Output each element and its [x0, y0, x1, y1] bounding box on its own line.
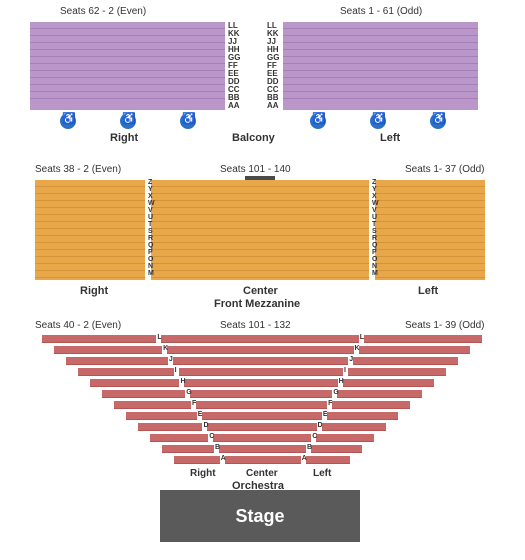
wheelchair-icon [370, 113, 386, 129]
mezz-left-seats: Seats 1- 37 (Odd) [405, 164, 484, 175]
wheelchair-icon [430, 113, 446, 129]
orch-left-seats: Seats 1- 39 (Odd) [405, 320, 484, 331]
wheelchair-icon [60, 113, 76, 129]
balcony-left-seats: Seats 1 - 61 (Odd) [340, 6, 422, 17]
balcony-right-seats: Seats 62 - 2 (Even) [60, 6, 146, 17]
orch-right-label: Right [190, 468, 216, 479]
balcony-right-section[interactable] [30, 22, 225, 110]
orch-left-label: Left [313, 468, 331, 479]
mezz-right-seats: Seats 38 - 2 (Even) [35, 164, 121, 175]
balcony-right-label: Right [110, 132, 138, 144]
stage-label: Stage [235, 506, 284, 527]
balcony-left-section[interactable] [283, 22, 478, 110]
mezz-left-label: Left [418, 285, 438, 297]
balcony-name: Balcony [232, 132, 275, 144]
wheelchair-icon [180, 113, 196, 129]
mezzanine-section[interactable] [35, 180, 485, 280]
orch-right-seats: Seats 40 - 2 (Even) [35, 320, 121, 331]
orch-center-seats: Seats 101 - 132 [220, 320, 291, 331]
mezz-center-seats: Seats 101 - 140 [220, 164, 291, 175]
stage: Stage [160, 490, 360, 542]
orch-center-label: Center [246, 468, 278, 479]
seating-chart: Seats 62 - 2 (Even) Seats 1 - 61 (Odd) L… [0, 0, 525, 560]
mezz-right-label: Right [80, 285, 108, 297]
wheelchair-icon [120, 113, 136, 129]
wheelchair-icon [310, 113, 326, 129]
balcony-left-label: Left [380, 132, 400, 144]
mezz-name: Front Mezzanine [214, 298, 300, 310]
mezz-center-label: Center [243, 285, 278, 297]
